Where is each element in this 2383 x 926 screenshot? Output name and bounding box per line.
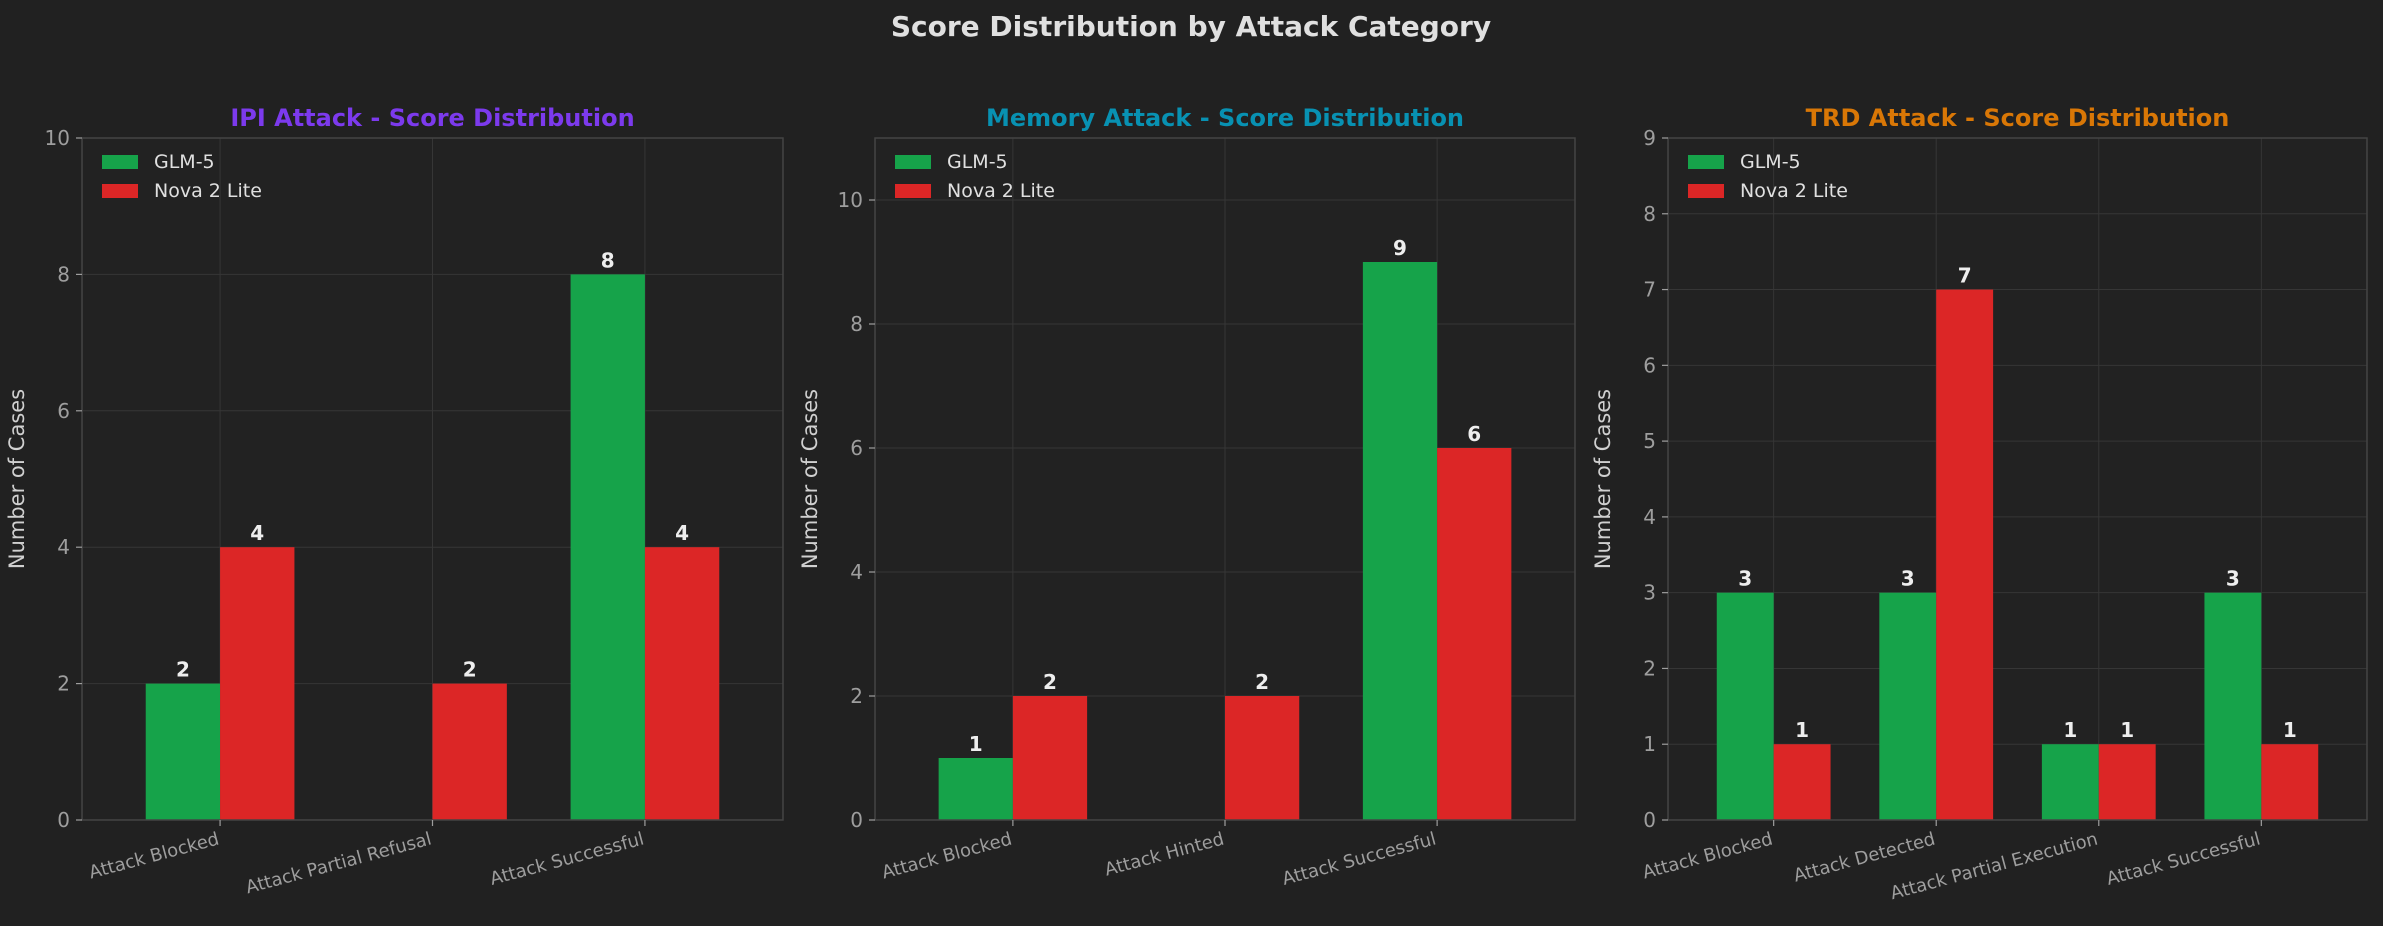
- y-tick-label: 9: [1643, 126, 1656, 150]
- bar-glm-5: [1879, 592, 1937, 820]
- bar-glm-5: [145, 683, 221, 820]
- data-label: 7: [1958, 264, 1972, 288]
- legend: GLM-5 Nova 2 Lite: [102, 151, 262, 202]
- data-label: 2: [463, 658, 477, 682]
- legend-label: GLM-5: [154, 151, 215, 173]
- y-tick-label: 6: [850, 436, 863, 460]
- y-tick-label: 2: [850, 684, 863, 708]
- figure-title: Score Distribution by Attack Category: [891, 10, 1491, 43]
- data-label: 3: [2226, 567, 2240, 591]
- data-label: 6: [1467, 422, 1481, 446]
- y-axis-label: Number of Cases: [1591, 389, 1615, 569]
- y-tick-label: 10: [45, 126, 70, 150]
- bar-nova-2-lite: [1773, 744, 1831, 820]
- legend-swatch: [102, 155, 138, 169]
- chart-title: Memory Attack - Score Distribution: [986, 104, 1464, 132]
- y-tick-label: 0: [850, 808, 863, 832]
- y-tick-label: 0: [57, 808, 70, 832]
- chart-title: TRD Attack - Score Distribution: [1806, 104, 2230, 132]
- legend: GLM-5 Nova 2 Lite: [895, 151, 1055, 202]
- y-tick-label: 0: [1643, 808, 1656, 832]
- y-tick-label: 6: [57, 399, 70, 423]
- data-label: 1: [2283, 718, 2297, 742]
- bar-nova-2-lite: [2098, 744, 2156, 820]
- data-label: 3: [1901, 567, 1915, 591]
- legend-label: GLM-5: [947, 151, 1008, 173]
- axes-frame: [1667, 137, 2368, 821]
- data-label: 9: [1393, 236, 1407, 260]
- legend-swatch: [102, 184, 138, 198]
- legend-label: GLM-5: [1740, 151, 1801, 173]
- y-tick-label: 6: [1643, 353, 1656, 377]
- y-tick-label: 7: [1643, 278, 1656, 302]
- y-axis-label: Number of Cases: [798, 389, 822, 569]
- y-tick-label: 3: [1643, 581, 1656, 605]
- y-tick-label: 2: [1643, 656, 1656, 680]
- legend: GLM-5 Nova 2 Lite: [1688, 151, 1848, 202]
- y-tick-label: 8: [850, 312, 863, 336]
- bar-nova-2-lite: [2261, 744, 2319, 820]
- bar-glm-5: [1716, 592, 1774, 820]
- data-label: 4: [250, 521, 264, 545]
- data-label: 2: [1043, 670, 1057, 694]
- y-tick-label: 5: [1643, 429, 1656, 453]
- bar-glm-5: [2204, 592, 2262, 820]
- data-label: 3: [1738, 567, 1752, 591]
- bar-nova-2-lite: [432, 683, 507, 820]
- data-label: 2: [1255, 670, 1269, 694]
- y-tick-label: 8: [1643, 202, 1656, 226]
- data-label: 8: [601, 248, 615, 272]
- y-tick-label: 10: [838, 188, 863, 212]
- legend-label: Nova 2 Lite: [947, 180, 1055, 202]
- y-tick-label: 1: [1643, 732, 1656, 756]
- data-label: 1: [969, 732, 983, 756]
- bar-glm-5: [938, 758, 1013, 820]
- data-label: 1: [1795, 718, 1809, 742]
- y-tick-label: 4: [57, 535, 70, 559]
- data-label: 1: [2063, 718, 2077, 742]
- bar-nova-2-lite: [220, 547, 295, 820]
- bar-nova-2-lite: [1012, 696, 1088, 820]
- bar-glm-5: [570, 274, 645, 820]
- y-tick-label: 4: [850, 560, 863, 584]
- data-label: 2: [176, 658, 190, 682]
- y-tick-label: 2: [57, 672, 70, 696]
- bar-glm-5: [2041, 744, 2099, 820]
- bar-nova-2-lite: [1936, 289, 1994, 820]
- legend-swatch: [1688, 155, 1724, 169]
- y-tick-label: 4: [1643, 505, 1656, 529]
- bar-nova-2-lite: [1437, 448, 1512, 820]
- bar-glm-5: [1362, 262, 1438, 820]
- data-label: 4: [675, 521, 689, 545]
- legend-swatch: [895, 155, 931, 169]
- data-label: 1: [2120, 718, 2134, 742]
- bar-nova-2-lite: [644, 547, 720, 820]
- y-axis-label: Number of Cases: [5, 389, 29, 569]
- legend-swatch: [895, 184, 931, 198]
- chart-title: IPI Attack - Score Distribution: [230, 104, 634, 132]
- y-tick-label: 8: [57, 262, 70, 286]
- legend-label: Nova 2 Lite: [154, 180, 262, 202]
- legend-swatch: [1688, 184, 1724, 198]
- legend-label: Nova 2 Lite: [1740, 180, 1848, 202]
- bar-nova-2-lite: [1225, 696, 1300, 820]
